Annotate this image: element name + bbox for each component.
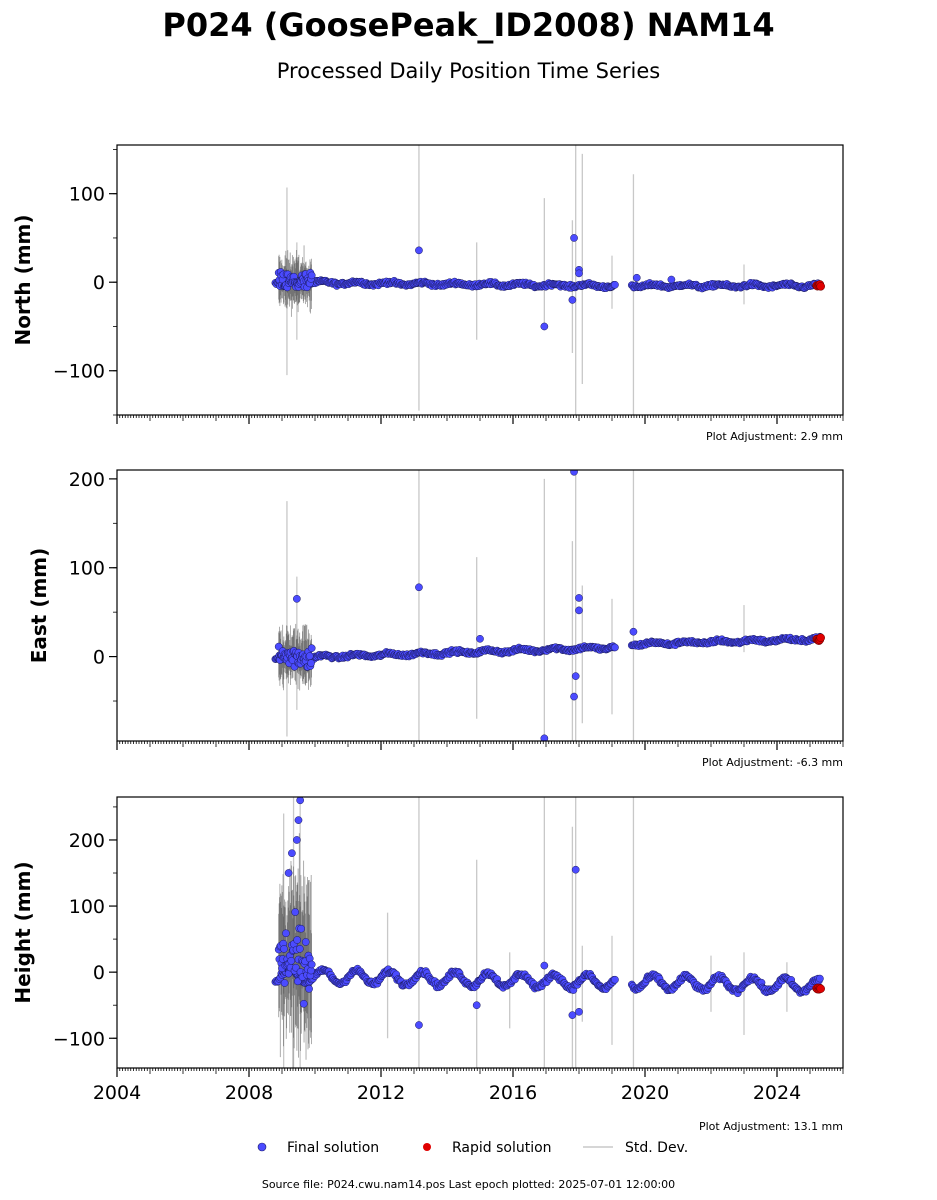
outlier-point — [540, 734, 549, 741]
y-axis-label: East (mm) — [27, 548, 51, 664]
outlier-point — [571, 672, 580, 680]
plot-area — [271, 797, 825, 1068]
y-tick-label: 100 — [69, 558, 105, 580]
outlier-point — [476, 634, 484, 643]
data-point — [291, 908, 300, 916]
outlier-point — [575, 1007, 583, 1016]
rapid-point — [816, 633, 825, 642]
outlier-point — [629, 627, 638, 636]
legend-rapid-marker — [423, 1143, 431, 1151]
data-point — [611, 280, 619, 289]
final-solution-series — [271, 797, 824, 1029]
legend-rapid-label: Rapid solution — [452, 1140, 552, 1156]
outlier-point — [568, 296, 577, 304]
y-axis-label: Height (mm) — [11, 861, 35, 1003]
outlier-point — [288, 849, 296, 858]
y-tick-label: 0 — [93, 962, 105, 984]
outlier-point — [296, 797, 304, 805]
outlier-point — [415, 1021, 423, 1029]
outlier-point — [293, 836, 301, 844]
plot-adjustment-label: Plot Adjustment: 13.1 mm — [699, 1120, 843, 1133]
data-point — [280, 945, 288, 953]
outlier-point — [294, 816, 303, 824]
data-point — [305, 652, 314, 660]
panel-frame — [116, 469, 844, 742]
outlier-point — [472, 1001, 481, 1010]
y-tick-label: 0 — [93, 647, 105, 669]
x-tick-label: 2020 — [621, 1082, 669, 1104]
y-axis-label: North (mm) — [11, 214, 35, 345]
data-point — [611, 643, 619, 652]
legend: Final solution Rapid solution Std. Dev. — [257, 1140, 688, 1156]
outlier-point — [540, 961, 549, 970]
data-point — [307, 644, 316, 652]
outlier-point — [575, 606, 583, 615]
data-point — [282, 929, 290, 938]
plot-adjustment-label: Plot Adjustment: -6.3 mm — [702, 756, 843, 769]
data-point — [301, 938, 310, 946]
data-point — [307, 271, 316, 280]
outlier-point — [293, 594, 301, 603]
x-tick-label: 2016 — [489, 1082, 537, 1104]
outlier-point — [571, 865, 580, 874]
y-tick-label: 0 — [93, 272, 105, 294]
outlier-point — [540, 322, 549, 331]
data-point — [293, 936, 302, 944]
plot-area — [271, 470, 825, 741]
outlier-point — [568, 1011, 577, 1019]
data-point — [816, 974, 824, 983]
x-tick-label: 2012 — [357, 1082, 405, 1104]
y-tick-label: 200 — [69, 830, 105, 852]
panel-1: 0 100 200 East (mm) Plot Adjustment: -6.3 mm — [27, 469, 844, 769]
y-tick-label: 100 — [69, 896, 105, 918]
data-point — [297, 924, 305, 933]
y-tick-label: −100 — [53, 1028, 105, 1050]
outlier-point — [415, 583, 423, 592]
data-point — [287, 956, 296, 965]
outlier-point — [415, 246, 423, 255]
outlier-point — [667, 275, 676, 284]
figure-subtitle: Processed Daily Position Time Series — [277, 59, 661, 83]
plot-adjustment-label: Plot Adjustment: 2.9 mm — [706, 430, 843, 443]
legend-final-label: Final solution — [287, 1140, 379, 1156]
data-point — [305, 984, 313, 993]
data-point — [280, 979, 289, 987]
source-caption: Source file: P024.cwu.nam14.pos Last epo… — [262, 1178, 675, 1191]
outlier-point — [570, 470, 578, 476]
outlier-point — [575, 594, 583, 602]
panels: −100 0 100 North (mm) Plot Adjustment: 2.9 m… — [11, 144, 844, 1133]
x-tick-label: 2004 — [93, 1082, 141, 1104]
y-tick-label: 100 — [69, 184, 105, 206]
figure-title: P024 (GoosePeak_ID2008) NAM14 — [162, 6, 774, 44]
x-tick-label: 2024 — [753, 1082, 801, 1104]
final-solution-series — [271, 234, 824, 331]
outlier-point — [570, 692, 578, 701]
x-tick-label: 2008 — [225, 1082, 273, 1104]
data-point — [295, 945, 304, 953]
panel-2: 2004 2008 2012 2016 2020 2024 −100 0 100 200 Heigh… — [11, 796, 844, 1133]
outlier-point — [570, 234, 578, 242]
legend-final-marker — [257, 1142, 267, 1152]
y-tick-label: 200 — [69, 469, 105, 491]
outlier-point — [575, 269, 583, 278]
plot-area — [271, 145, 825, 415]
data-point — [307, 960, 316, 969]
data-point — [307, 659, 315, 667]
data-point — [299, 999, 308, 1008]
outlier-point — [632, 273, 641, 282]
panel-frame — [116, 796, 844, 1069]
final-solution-series — [271, 470, 824, 741]
rapid-point — [816, 282, 825, 291]
outlier-point — [284, 869, 293, 877]
y-tick-label: −100 — [53, 361, 105, 383]
data-point — [611, 975, 619, 984]
panel-0: −100 0 100 North (mm) Plot Adjustment: 2.9 m… — [11, 144, 844, 443]
legend-std-label: Std. Dev. — [625, 1140, 688, 1156]
rapid-point — [816, 984, 825, 993]
